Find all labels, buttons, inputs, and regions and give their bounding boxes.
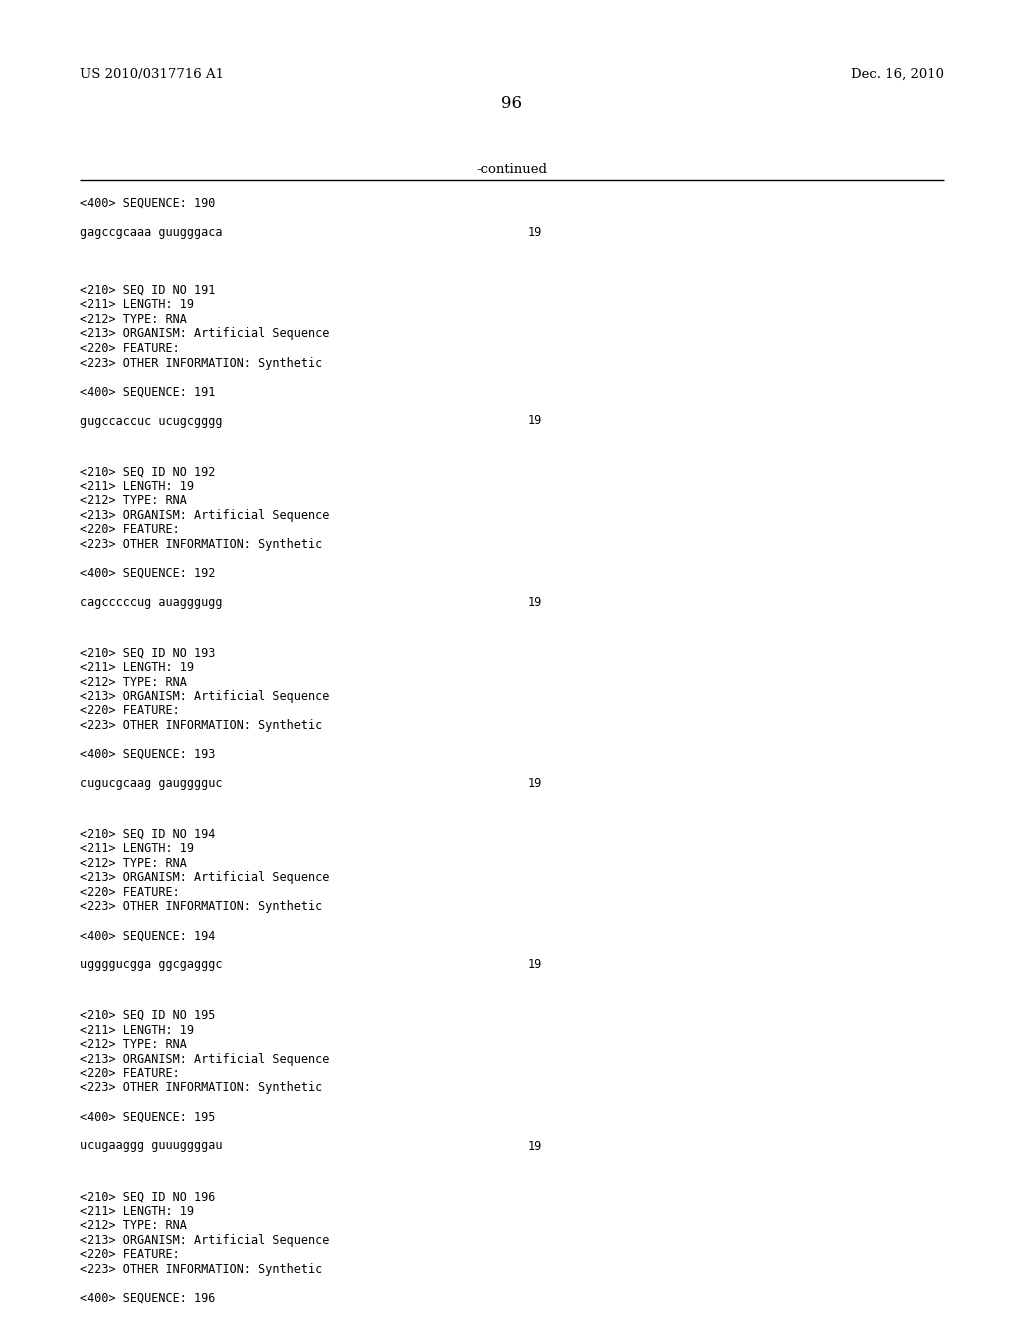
Text: uggggucgga ggcgagggc: uggggucgga ggcgagggc: [80, 958, 222, 972]
Text: <213> ORGANISM: Artificial Sequence: <213> ORGANISM: Artificial Sequence: [80, 327, 330, 341]
Text: <400> SEQUENCE: 193: <400> SEQUENCE: 193: [80, 748, 215, 762]
Text: <210> SEQ ID NO 195: <210> SEQ ID NO 195: [80, 1008, 215, 1022]
Text: 19: 19: [528, 958, 543, 972]
Text: cagcccccug auagggugg: cagcccccug auagggugg: [80, 595, 222, 609]
Text: <212> TYPE: RNA: <212> TYPE: RNA: [80, 857, 186, 870]
Text: gugccaccuc ucugcgggg: gugccaccuc ucugcgggg: [80, 414, 222, 428]
Text: <212> TYPE: RNA: <212> TYPE: RNA: [80, 1220, 186, 1233]
Text: <212> TYPE: RNA: <212> TYPE: RNA: [80, 494, 186, 507]
Text: <213> ORGANISM: Artificial Sequence: <213> ORGANISM: Artificial Sequence: [80, 871, 330, 884]
Text: <400> SEQUENCE: 192: <400> SEQUENCE: 192: [80, 566, 215, 579]
Text: <400> SEQUENCE: 196: <400> SEQUENCE: 196: [80, 1292, 215, 1304]
Text: <210> SEQ ID NO 196: <210> SEQ ID NO 196: [80, 1191, 215, 1204]
Text: <223> OTHER INFORMATION: Synthetic: <223> OTHER INFORMATION: Synthetic: [80, 537, 323, 550]
Text: <211> LENGTH: 19: <211> LENGTH: 19: [80, 1205, 194, 1218]
Text: <210> SEQ ID NO 194: <210> SEQ ID NO 194: [80, 828, 215, 841]
Text: <220> FEATURE:: <220> FEATURE:: [80, 342, 180, 355]
Text: <400> SEQUENCE: 191: <400> SEQUENCE: 191: [80, 385, 215, 399]
Text: <213> ORGANISM: Artificial Sequence: <213> ORGANISM: Artificial Sequence: [80, 1052, 330, 1065]
Text: <220> FEATURE:: <220> FEATURE:: [80, 886, 180, 899]
Text: <220> FEATURE:: <220> FEATURE:: [80, 1249, 180, 1261]
Text: <213> ORGANISM: Artificial Sequence: <213> ORGANISM: Artificial Sequence: [80, 508, 330, 521]
Text: <223> OTHER INFORMATION: Synthetic: <223> OTHER INFORMATION: Synthetic: [80, 1081, 323, 1094]
Text: gagccgcaaa guugggaca: gagccgcaaa guugggaca: [80, 226, 222, 239]
Text: <210> SEQ ID NO 192: <210> SEQ ID NO 192: [80, 465, 215, 478]
Text: <220> FEATURE:: <220> FEATURE:: [80, 523, 180, 536]
Text: 19: 19: [528, 414, 543, 428]
Text: -continued: -continued: [476, 162, 548, 176]
Text: <213> ORGANISM: Artificial Sequence: <213> ORGANISM: Artificial Sequence: [80, 690, 330, 704]
Text: <211> LENGTH: 19: <211> LENGTH: 19: [80, 661, 194, 675]
Text: <211> LENGTH: 19: <211> LENGTH: 19: [80, 842, 194, 855]
Text: <220> FEATURE:: <220> FEATURE:: [80, 1067, 180, 1080]
Text: <211> LENGTH: 19: <211> LENGTH: 19: [80, 1023, 194, 1036]
Text: US 2010/0317716 A1: US 2010/0317716 A1: [80, 69, 224, 81]
Text: cugucgcaag gaugggguc: cugucgcaag gaugggguc: [80, 777, 222, 789]
Text: 19: 19: [528, 1139, 543, 1152]
Text: <210> SEQ ID NO 193: <210> SEQ ID NO 193: [80, 647, 215, 660]
Text: 19: 19: [528, 777, 543, 789]
Text: <223> OTHER INFORMATION: Synthetic: <223> OTHER INFORMATION: Synthetic: [80, 356, 323, 370]
Text: <212> TYPE: RNA: <212> TYPE: RNA: [80, 1038, 186, 1051]
Text: ucugaaggg guuuggggau: ucugaaggg guuuggggau: [80, 1139, 222, 1152]
Text: <213> ORGANISM: Artificial Sequence: <213> ORGANISM: Artificial Sequence: [80, 1234, 330, 1247]
Text: <212> TYPE: RNA: <212> TYPE: RNA: [80, 676, 186, 689]
Text: <400> SEQUENCE: 194: <400> SEQUENCE: 194: [80, 929, 215, 942]
Text: <211> LENGTH: 19: <211> LENGTH: 19: [80, 298, 194, 312]
Text: <400> SEQUENCE: 195: <400> SEQUENCE: 195: [80, 1110, 215, 1123]
Text: Dec. 16, 2010: Dec. 16, 2010: [851, 69, 944, 81]
Text: 19: 19: [528, 595, 543, 609]
Text: <220> FEATURE:: <220> FEATURE:: [80, 705, 180, 718]
Text: <223> OTHER INFORMATION: Synthetic: <223> OTHER INFORMATION: Synthetic: [80, 719, 323, 733]
Text: <211> LENGTH: 19: <211> LENGTH: 19: [80, 479, 194, 492]
Text: <212> TYPE: RNA: <212> TYPE: RNA: [80, 313, 186, 326]
Text: <400> SEQUENCE: 190: <400> SEQUENCE: 190: [80, 197, 215, 210]
Text: <223> OTHER INFORMATION: Synthetic: <223> OTHER INFORMATION: Synthetic: [80, 1263, 323, 1275]
Text: <210> SEQ ID NO 191: <210> SEQ ID NO 191: [80, 284, 215, 297]
Text: <223> OTHER INFORMATION: Synthetic: <223> OTHER INFORMATION: Synthetic: [80, 900, 323, 913]
Text: 19: 19: [528, 226, 543, 239]
Text: 96: 96: [502, 95, 522, 112]
